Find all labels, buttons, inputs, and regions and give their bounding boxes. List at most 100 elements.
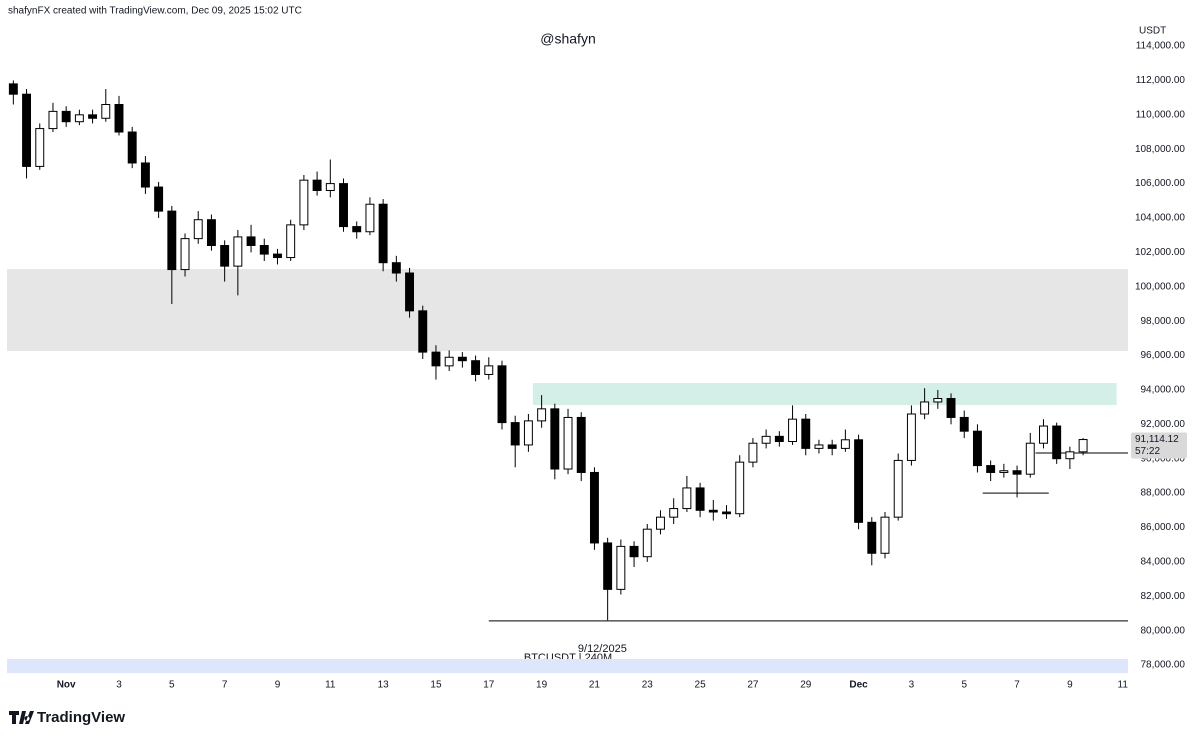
candle-body bbox=[299, 179, 309, 226]
y-tick-label: 112,000.00 bbox=[1136, 75, 1186, 86]
candle-body bbox=[418, 310, 428, 353]
candle-body bbox=[259, 245, 269, 255]
x-tick-label: 5 bbox=[169, 680, 175, 691]
candle-body bbox=[1078, 439, 1088, 453]
candle-body bbox=[722, 511, 731, 515]
plot bbox=[8, 80, 1128, 622]
y-tick-label: 86,000.00 bbox=[1141, 522, 1186, 533]
annotation: 9/12/2025 bbox=[578, 643, 627, 655]
logo-icon bbox=[9, 711, 34, 724]
brand: TradingView bbox=[37, 709, 125, 726]
x-tick-label: 3 bbox=[116, 680, 122, 691]
candle-body bbox=[127, 131, 137, 164]
candle-body bbox=[616, 545, 626, 590]
candle-body bbox=[814, 444, 824, 449]
x-tick-label: 27 bbox=[747, 680, 759, 691]
y-tick-label: 108,000.00 bbox=[1135, 144, 1185, 155]
candle-body bbox=[88, 114, 98, 119]
candle-body bbox=[352, 226, 362, 233]
candle-body bbox=[167, 210, 177, 271]
candle-body bbox=[959, 416, 969, 432]
candle-body bbox=[920, 401, 930, 415]
y-tick-label: 92,000.00 bbox=[1141, 419, 1186, 430]
candle-body bbox=[563, 416, 573, 470]
candle-body bbox=[735, 461, 745, 515]
candle-body bbox=[523, 420, 533, 446]
candle-body bbox=[74, 114, 84, 123]
candle-body bbox=[484, 365, 494, 375]
x-tick-label: 9 bbox=[275, 680, 281, 691]
candle-body bbox=[972, 430, 982, 467]
candle-body bbox=[642, 528, 652, 558]
candle-body bbox=[774, 435, 784, 443]
candle-body bbox=[656, 516, 665, 530]
candle-body bbox=[22, 93, 32, 167]
candle-body bbox=[827, 444, 837, 449]
candle-body bbox=[1039, 425, 1048, 444]
y-tick-label: 80,000.00 bbox=[1141, 625, 1186, 636]
zone bbox=[532, 383, 1117, 406]
y-tick-label: 106,000.00 bbox=[1135, 178, 1185, 189]
x-tick-label: 11 bbox=[1118, 680, 1129, 691]
candle-body bbox=[1025, 442, 1035, 475]
x-tick-label: 13 bbox=[378, 680, 390, 691]
candle-body bbox=[986, 465, 996, 473]
y-tick-label: 96,000.00 bbox=[1141, 350, 1186, 361]
candle-body bbox=[510, 422, 520, 446]
brand-logo: TradingView bbox=[9, 709, 125, 726]
candle-body bbox=[629, 545, 639, 558]
candle-body bbox=[246, 236, 256, 247]
candle-body bbox=[801, 418, 811, 449]
candle-body bbox=[603, 542, 613, 590]
y-tick-label: 114,000.00 bbox=[1136, 41, 1186, 52]
countdown: 57:22 bbox=[1135, 446, 1160, 457]
x-tick-label: 21 bbox=[589, 680, 601, 691]
y-tick-label: 102,000.00 bbox=[1135, 247, 1185, 258]
zone bbox=[7, 269, 1128, 352]
candle-body bbox=[444, 356, 454, 367]
x-tick-label: 15 bbox=[430, 680, 442, 691]
candle-body bbox=[378, 203, 388, 264]
candle-body bbox=[180, 238, 190, 271]
candle-body bbox=[391, 262, 401, 274]
candle-body bbox=[576, 416, 586, 473]
y-tick-label: 100,000.00 bbox=[1135, 281, 1185, 292]
x-tick-label: 19 bbox=[536, 680, 548, 691]
x-tick-label: 11 bbox=[325, 680, 336, 691]
last-price-label: 91,114.12 bbox=[1135, 434, 1179, 445]
candle-body bbox=[550, 408, 560, 470]
candle-body bbox=[471, 360, 481, 375]
candle-body bbox=[1052, 425, 1062, 460]
x-tick-label: 25 bbox=[695, 680, 707, 691]
candle-body bbox=[867, 521, 877, 554]
zones bbox=[7, 269, 1128, 674]
x-tick-label: 9 bbox=[1067, 680, 1073, 691]
candle-body bbox=[220, 245, 230, 267]
x-tick-label: 7 bbox=[222, 680, 228, 691]
candle-body bbox=[788, 418, 798, 443]
candle-body bbox=[854, 439, 864, 523]
candle-body bbox=[669, 508, 679, 518]
candle-body bbox=[880, 516, 890, 554]
chart-title: @shafyn bbox=[540, 31, 595, 47]
candle-body bbox=[893, 459, 903, 518]
x-tick-label: 5 bbox=[961, 680, 967, 691]
candle-body bbox=[748, 442, 758, 463]
y-tick-label: 88,000.00 bbox=[1141, 488, 1186, 499]
candle-body bbox=[61, 110, 71, 123]
x-tick-label: 17 bbox=[483, 680, 495, 691]
candle-body bbox=[312, 179, 322, 191]
candle-body bbox=[695, 487, 705, 511]
candle-body bbox=[8, 83, 18, 95]
x-tick-label: Dec bbox=[849, 680, 868, 691]
x-tick-label: 23 bbox=[642, 680, 654, 691]
header: shafynFX created with TradingView.com, D… bbox=[8, 6, 302, 17]
candle-body bbox=[325, 183, 335, 191]
candle-body bbox=[1012, 470, 1022, 475]
candle-body bbox=[273, 253, 282, 259]
candle-body bbox=[840, 439, 850, 449]
candle-body bbox=[999, 470, 1009, 473]
candle-body bbox=[114, 104, 124, 133]
candle-body bbox=[101, 104, 111, 119]
